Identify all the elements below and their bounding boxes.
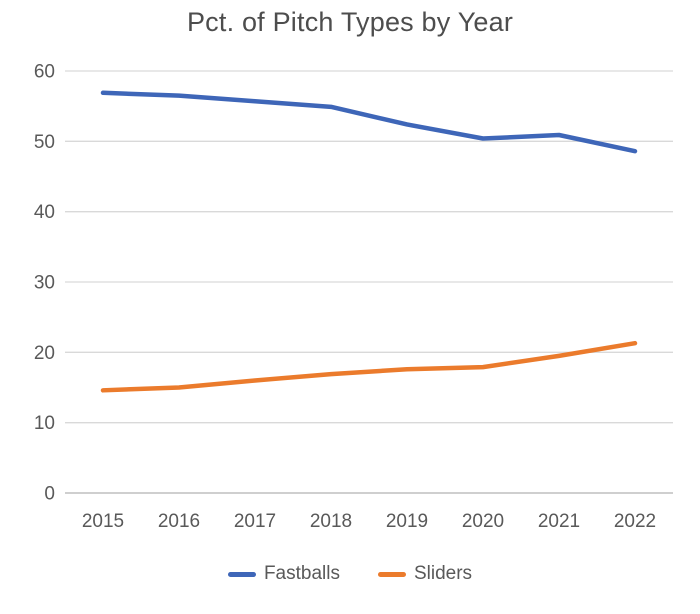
x-axis-tick-label: 2015 xyxy=(82,511,124,532)
x-axis-tick-label: 2022 xyxy=(614,511,656,532)
y-axis-tick-label: 10 xyxy=(34,413,55,434)
y-axis-tick-label: 20 xyxy=(34,343,55,364)
x-axis-tick-label: 2017 xyxy=(234,511,276,532)
legend-item-sliders: Sliders xyxy=(377,563,473,585)
x-axis-tick-label: 2021 xyxy=(538,511,580,532)
x-axis-tick-label: 2019 xyxy=(386,511,428,532)
series-line-fastballs xyxy=(100,90,638,154)
x-axis-tick-label: 2018 xyxy=(310,511,352,532)
y-axis-tick-label: 0 xyxy=(44,484,55,505)
fastballs-legend-swatch-icon xyxy=(227,571,256,577)
legend-item-fastballs: Fastballs xyxy=(227,563,340,585)
chart-title: Pct. of Pitch Types by Year xyxy=(186,7,514,37)
y-axis-tick-label: 40 xyxy=(34,202,55,223)
x-axis-tick-label: 2016 xyxy=(158,511,200,532)
x-axis-tick-label: 2020 xyxy=(462,511,504,532)
y-axis-tick-label: 60 xyxy=(34,62,55,83)
y-axis-tick-label: 50 xyxy=(34,132,55,153)
legend-label-sliders: Sliders xyxy=(413,563,473,584)
legend: Fastballs Sliders xyxy=(0,563,700,585)
plot-area: 0 10 20 30 40 50 60 2015 2016 2017 2018 2019 2020 202… xyxy=(34,62,673,532)
y-axis-tick-label: 30 xyxy=(34,273,55,294)
series-line-sliders xyxy=(100,340,638,393)
sliders-legend-swatch-icon xyxy=(377,571,406,577)
legend-label-fastballs: Fastballs xyxy=(263,563,340,584)
